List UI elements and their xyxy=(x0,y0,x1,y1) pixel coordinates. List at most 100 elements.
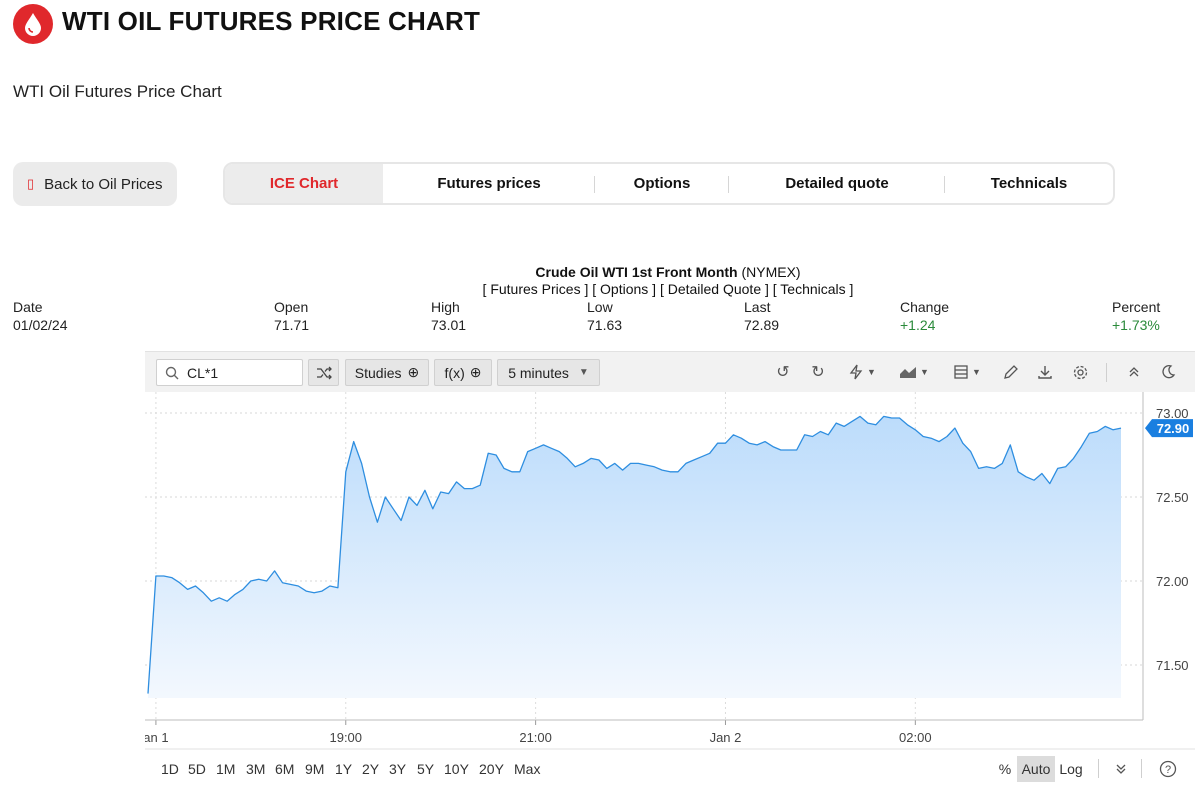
tab-divider xyxy=(594,176,595,193)
compare-button[interactable] xyxy=(308,359,339,386)
stat-percent-value: +1.73% xyxy=(1112,317,1160,333)
download-icon[interactable] xyxy=(1034,361,1056,383)
shuffle-icon xyxy=(316,366,332,379)
stat-high-value: 73.01 xyxy=(431,317,467,333)
svg-text:?: ? xyxy=(1165,764,1171,776)
tab-divider xyxy=(944,176,945,193)
collapse-icon[interactable] xyxy=(1123,361,1145,383)
expand-down-icon[interactable] xyxy=(1111,756,1131,782)
price-area xyxy=(148,416,1121,698)
scale-auto-button[interactable]: Auto xyxy=(1017,756,1055,782)
range-1d[interactable]: 1D xyxy=(161,761,179,777)
moon-icon[interactable] xyxy=(1157,361,1179,383)
tab-label: Options xyxy=(633,175,691,192)
instrument-exchange: (NYMEX) xyxy=(741,264,801,280)
tab-label: Futures prices xyxy=(437,175,541,192)
chart-axes: 71.50 72.00 72.50 73.00 an 1 19:00 21:00 Jan 2 0… xyxy=(145,392,1195,750)
help-icon[interactable]: ? xyxy=(1157,756,1179,782)
search-icon xyxy=(165,366,179,379)
oil-drop-logo xyxy=(13,4,53,44)
range-5d[interactable]: 5D xyxy=(188,761,206,777)
range-2y[interactable]: 2Y xyxy=(362,761,380,777)
tab-futures-prices[interactable]: Futures prices xyxy=(383,164,595,203)
page-title: WTI OIL FUTURES PRICE CHART xyxy=(62,6,481,36)
interval-select[interactable]: 5 minutes ▼ xyxy=(497,359,600,386)
rangebar-divider xyxy=(1098,759,1099,778)
symbol-search-input[interactable]: CL*1 xyxy=(156,359,303,386)
x-tick-label: Jan 2 xyxy=(710,730,742,745)
studies-label: Studies xyxy=(354,364,402,381)
instrument-title: Crude Oil WTI 1st Front Month (NYMEX) xyxy=(0,264,1200,280)
studies-button[interactable]: Studies ⊕ xyxy=(345,359,429,386)
tab-detailed-quote[interactable]: Detailed quote xyxy=(729,164,945,203)
stat-date-label: Date xyxy=(13,299,43,315)
layout-icon[interactable]: ▼ xyxy=(949,361,985,383)
stat-last-value: 72.89 xyxy=(744,317,780,333)
tab-label: Technicals xyxy=(990,175,1068,192)
lightning-icon[interactable]: ▼ xyxy=(844,361,880,383)
tab-ice-chart[interactable]: ICE Chart xyxy=(225,164,383,203)
range-3y[interactable]: 3Y xyxy=(389,761,407,777)
range-20y[interactable]: 20Y xyxy=(479,761,504,777)
plus-circle-icon: ⊕ xyxy=(407,364,420,380)
scale-log-button[interactable]: Log xyxy=(1059,761,1083,777)
gear-icon[interactable] xyxy=(1069,361,1091,383)
last-price-label: 72.90 xyxy=(1157,421,1190,436)
interval-value: 5 minutes xyxy=(508,364,569,381)
chart-toolbar: CL*1 Studies ⊕ f(x) ⊕ 5 minutes ▼ ↺ ↻ ▼ … xyxy=(145,351,1195,392)
x-tick-label: 02:00 xyxy=(899,730,932,745)
range-5y[interactable]: 5Y xyxy=(417,761,435,777)
last-price-tag: 72.90 xyxy=(1145,419,1193,438)
pencil-icon[interactable] xyxy=(1000,361,1022,383)
y-tick-label: 73.00 xyxy=(1156,406,1189,421)
x-tick-label: 21:00 xyxy=(519,730,552,745)
stat-change-value: +1.24 xyxy=(900,317,936,333)
undo-icon[interactable]: ↺ xyxy=(776,364,790,381)
stat-low-label: Low xyxy=(587,299,613,315)
y-tick-label: 71.50 xyxy=(1156,658,1189,673)
tab-technicals[interactable]: Technicals xyxy=(945,164,1113,203)
function-label: f(x) xyxy=(444,364,465,381)
tab-options[interactable]: Options xyxy=(595,164,729,203)
price-chart[interactable]: 71.50 72.00 72.50 73.00 an 1 19:00 21:00 Jan 2 0… xyxy=(145,392,1195,750)
range-10y[interactable]: 10Y xyxy=(444,761,469,777)
oil-drop-icon xyxy=(25,13,41,36)
y-tick-label: 72.00 xyxy=(1156,574,1189,589)
function-button[interactable]: f(x) ⊕ xyxy=(434,359,492,386)
range-bar: 1D 5D 1M 3M 6M 9M 1Y 2Y 3Y 5Y 10Y 20Y Ma… xyxy=(145,750,1195,786)
rangebar-divider xyxy=(1141,759,1142,778)
chart-type-icon[interactable]: ▼ xyxy=(896,361,932,383)
symbol-value: CL*1 xyxy=(187,364,219,381)
stat-high-label: High xyxy=(431,299,460,315)
stat-percent-label: Percent xyxy=(1112,299,1161,315)
y-tick-label: 72.50 xyxy=(1156,490,1189,505)
range-max[interactable]: Max xyxy=(514,761,541,777)
chart-tabs: ICE Chart Futures prices Options Detaile… xyxy=(223,162,1115,205)
stat-open-label: Open xyxy=(274,299,309,315)
tab-label: Detailed quote xyxy=(785,175,889,192)
scale-percent-button[interactable]: % xyxy=(998,761,1012,777)
caret-down-icon: ▼ xyxy=(578,367,589,378)
toolbar-divider xyxy=(1106,363,1107,382)
tab-label: ICE Chart xyxy=(269,175,339,192)
x-tick-label: an 1 xyxy=(145,730,169,745)
range-9m[interactable]: 9M xyxy=(305,761,325,777)
back-button-label: Back to Oil Prices xyxy=(44,175,163,193)
x-tick-label: 19:00 xyxy=(329,730,362,745)
range-6m[interactable]: 6M xyxy=(275,761,295,777)
stat-low-value: 71.63 xyxy=(587,317,623,333)
stat-change-label: Change xyxy=(900,299,950,315)
back-to-oil-prices-button[interactable]: ▯ Back to Oil Prices xyxy=(13,162,177,206)
last-price-badge xyxy=(1145,419,1193,438)
range-1m[interactable]: 1M xyxy=(216,761,236,777)
stat-open-value: 71.71 xyxy=(274,317,310,333)
back-icon: ▯ xyxy=(27,176,35,191)
plus-circle-icon: ⊕ xyxy=(469,364,482,380)
tab-divider xyxy=(728,176,729,193)
instrument-links[interactable]: [ Futures Prices ] [ Options ] [ Detaile… xyxy=(482,281,854,297)
stat-date-value: 01/02/24 xyxy=(13,317,68,333)
range-3m[interactable]: 3M xyxy=(246,761,266,777)
redo-icon[interactable]: ↻ xyxy=(811,364,825,381)
range-1y[interactable]: 1Y xyxy=(335,761,353,777)
instrument-name: Crude Oil WTI 1st Front Month xyxy=(535,264,738,280)
